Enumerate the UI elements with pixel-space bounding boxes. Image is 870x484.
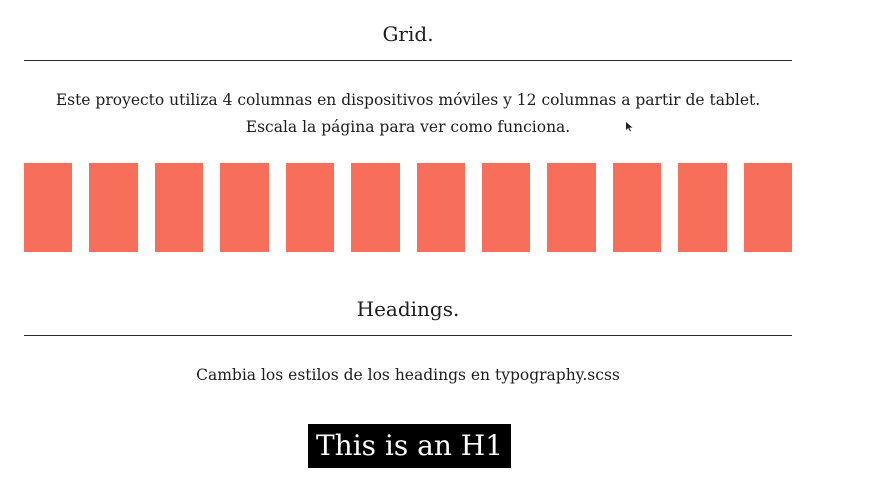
grid-column: [416, 163, 465, 252]
h1-sample-heading: This is an H1: [308, 424, 512, 468]
mouse-pointer-icon: [626, 122, 633, 132]
grid-column: [743, 163, 792, 252]
grid-column: [285, 163, 335, 252]
grid-column: [154, 163, 204, 252]
grid-description-line-1: Este proyecto utiliza 4 columnas en disp…: [55, 91, 761, 109]
grid-column: [220, 163, 269, 252]
grid-column: [678, 163, 727, 252]
grid-column: [89, 163, 138, 252]
grid-column: [351, 163, 400, 252]
grid-column: [24, 163, 73, 252]
grid-column: [612, 163, 662, 252]
grid-column: [547, 163, 596, 252]
headings-section-divider: [24, 335, 792, 336]
headings-description: Cambia los estilos de los headings en ty…: [196, 366, 620, 384]
grid-section-divider: [24, 60, 792, 61]
demo-grid: [24, 163, 792, 252]
headings-section-title: Headings.: [356, 297, 460, 321]
grid-description-line-2: Escala la página para ver como funciona.: [245, 118, 571, 136]
grid-section-title: Grid.: [382, 22, 434, 46]
grid-column: [481, 163, 531, 252]
